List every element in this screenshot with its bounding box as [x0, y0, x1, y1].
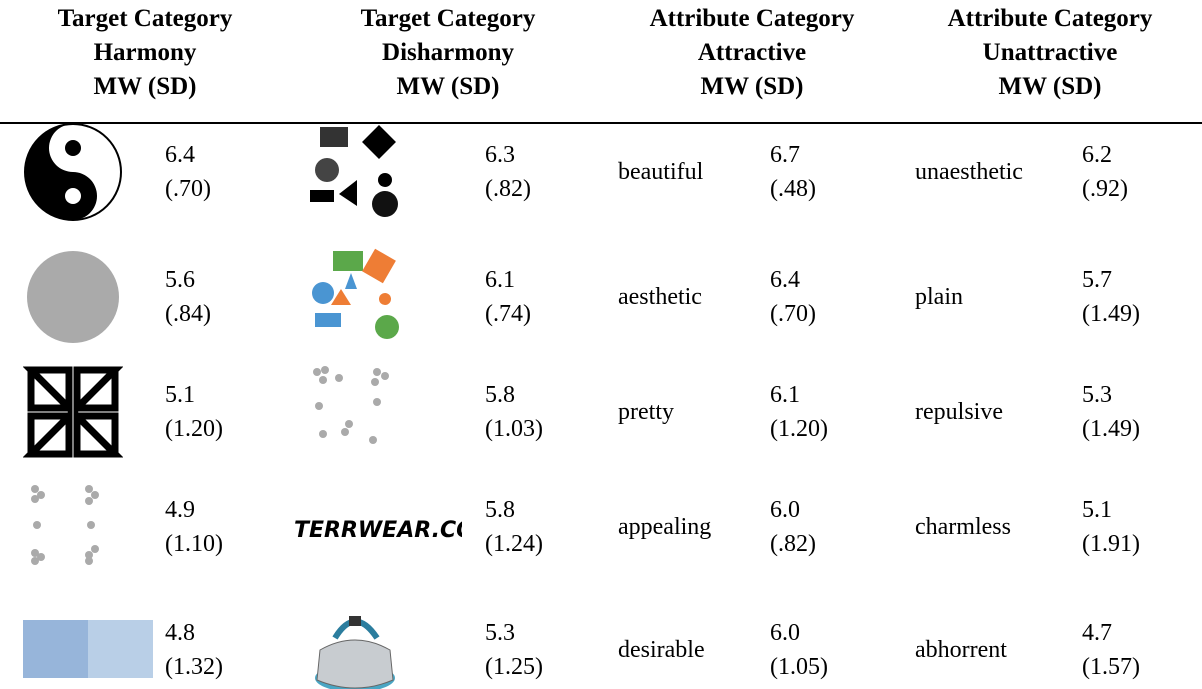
sd-value: (.70) — [770, 301, 816, 327]
sd-value: (.84) — [165, 301, 211, 327]
mean-value: 6.4 — [165, 142, 195, 168]
header-text: Attribute Category — [947, 5, 1153, 32]
header-text: Attribute Category — [649, 5, 855, 32]
mean-value: 5.3 — [1082, 382, 1112, 408]
attribute-word: charmless — [915, 514, 1011, 540]
sd-value: (1.91) — [1082, 531, 1140, 557]
sd-value: (1.03) — [485, 416, 543, 442]
stimulus-image — [305, 600, 405, 689]
sd-value: (1.49) — [1082, 301, 1140, 327]
sd-value: (1.05) — [770, 654, 828, 680]
sd-value: (1.24) — [485, 531, 543, 557]
mean-value: 5.1 — [165, 382, 195, 408]
header-text: MW (SD) — [93, 73, 197, 100]
sd-value: (1.20) — [770, 416, 828, 442]
mean-value: 5.3 — [485, 620, 515, 646]
header-rule — [0, 122, 1202, 124]
sd-value: (1.57) — [1082, 654, 1140, 680]
mean-value: 6.1 — [770, 382, 800, 408]
stimulus-image — [23, 247, 123, 352]
attribute-word: appealing — [618, 514, 712, 540]
stimulus-image — [22, 362, 124, 467]
mean-value: 4.8 — [165, 620, 195, 646]
mean-value: 4.9 — [165, 497, 195, 523]
stimulus-image — [305, 122, 405, 227]
mean-value: 6.0 — [770, 620, 800, 646]
mean-value: 5.8 — [485, 497, 515, 523]
mean-value: 5.6 — [165, 267, 195, 293]
attribute-word: unaesthetic — [915, 159, 1023, 185]
mean-value: 6.4 — [770, 267, 800, 293]
mean-value: 5.1 — [1082, 497, 1112, 523]
mean-value: 5.8 — [485, 382, 515, 408]
header-text: Target Category — [360, 5, 536, 32]
sd-value: (.74) — [485, 301, 531, 327]
mean-value: 6.1 — [485, 267, 515, 293]
sd-value: (1.20) — [165, 416, 223, 442]
mean-value: 6.2 — [1082, 142, 1112, 168]
sd-value: (1.25) — [485, 654, 543, 680]
sd-value: (.70) — [165, 176, 211, 202]
header-text: MW (SD) — [396, 73, 500, 100]
attribute-word: plain — [915, 284, 963, 310]
mean-value: 6.7 — [770, 142, 800, 168]
attribute-word: aesthetic — [618, 284, 702, 310]
sd-value: (.48) — [770, 176, 816, 202]
mean-value: 6.0 — [770, 497, 800, 523]
sd-value: (1.32) — [165, 654, 223, 680]
header-text: MW (SD) — [700, 73, 804, 100]
header-text: Unattractive — [982, 39, 1118, 66]
stimulus-image — [23, 122, 123, 227]
attribute-word: desirable — [618, 637, 705, 663]
header-text: MW (SD) — [998, 73, 1102, 100]
header-text: Harmony — [93, 39, 197, 66]
attribute-word: repulsive — [915, 399, 1003, 425]
stimulus-image — [23, 620, 153, 685]
stimulus-image — [305, 362, 405, 467]
logo-text: TERRWEAR.COM — [294, 518, 462, 543]
mean-value: 6.3 — [485, 142, 515, 168]
header-text: Target Category — [57, 5, 233, 32]
stimulus-image: TERRWEAR.COM — [292, 497, 497, 562]
sd-value: (.92) — [1082, 176, 1128, 202]
mean-value: 5.7 — [1082, 267, 1112, 293]
sd-value: (1.49) — [1082, 416, 1140, 442]
sd-value: (.82) — [485, 176, 531, 202]
sd-value: (.82) — [770, 531, 816, 557]
header-text: Disharmony — [382, 39, 514, 66]
header-text: Attractive — [697, 39, 807, 66]
attribute-word: abhorrent — [915, 637, 1007, 663]
sd-value: (1.10) — [165, 531, 223, 557]
attribute-word: pretty — [618, 399, 674, 425]
stimulus-image — [305, 247, 405, 352]
mean-value: 4.7 — [1082, 620, 1112, 646]
attribute-word: beautiful — [618, 159, 704, 185]
stimulus-image — [23, 477, 123, 582]
